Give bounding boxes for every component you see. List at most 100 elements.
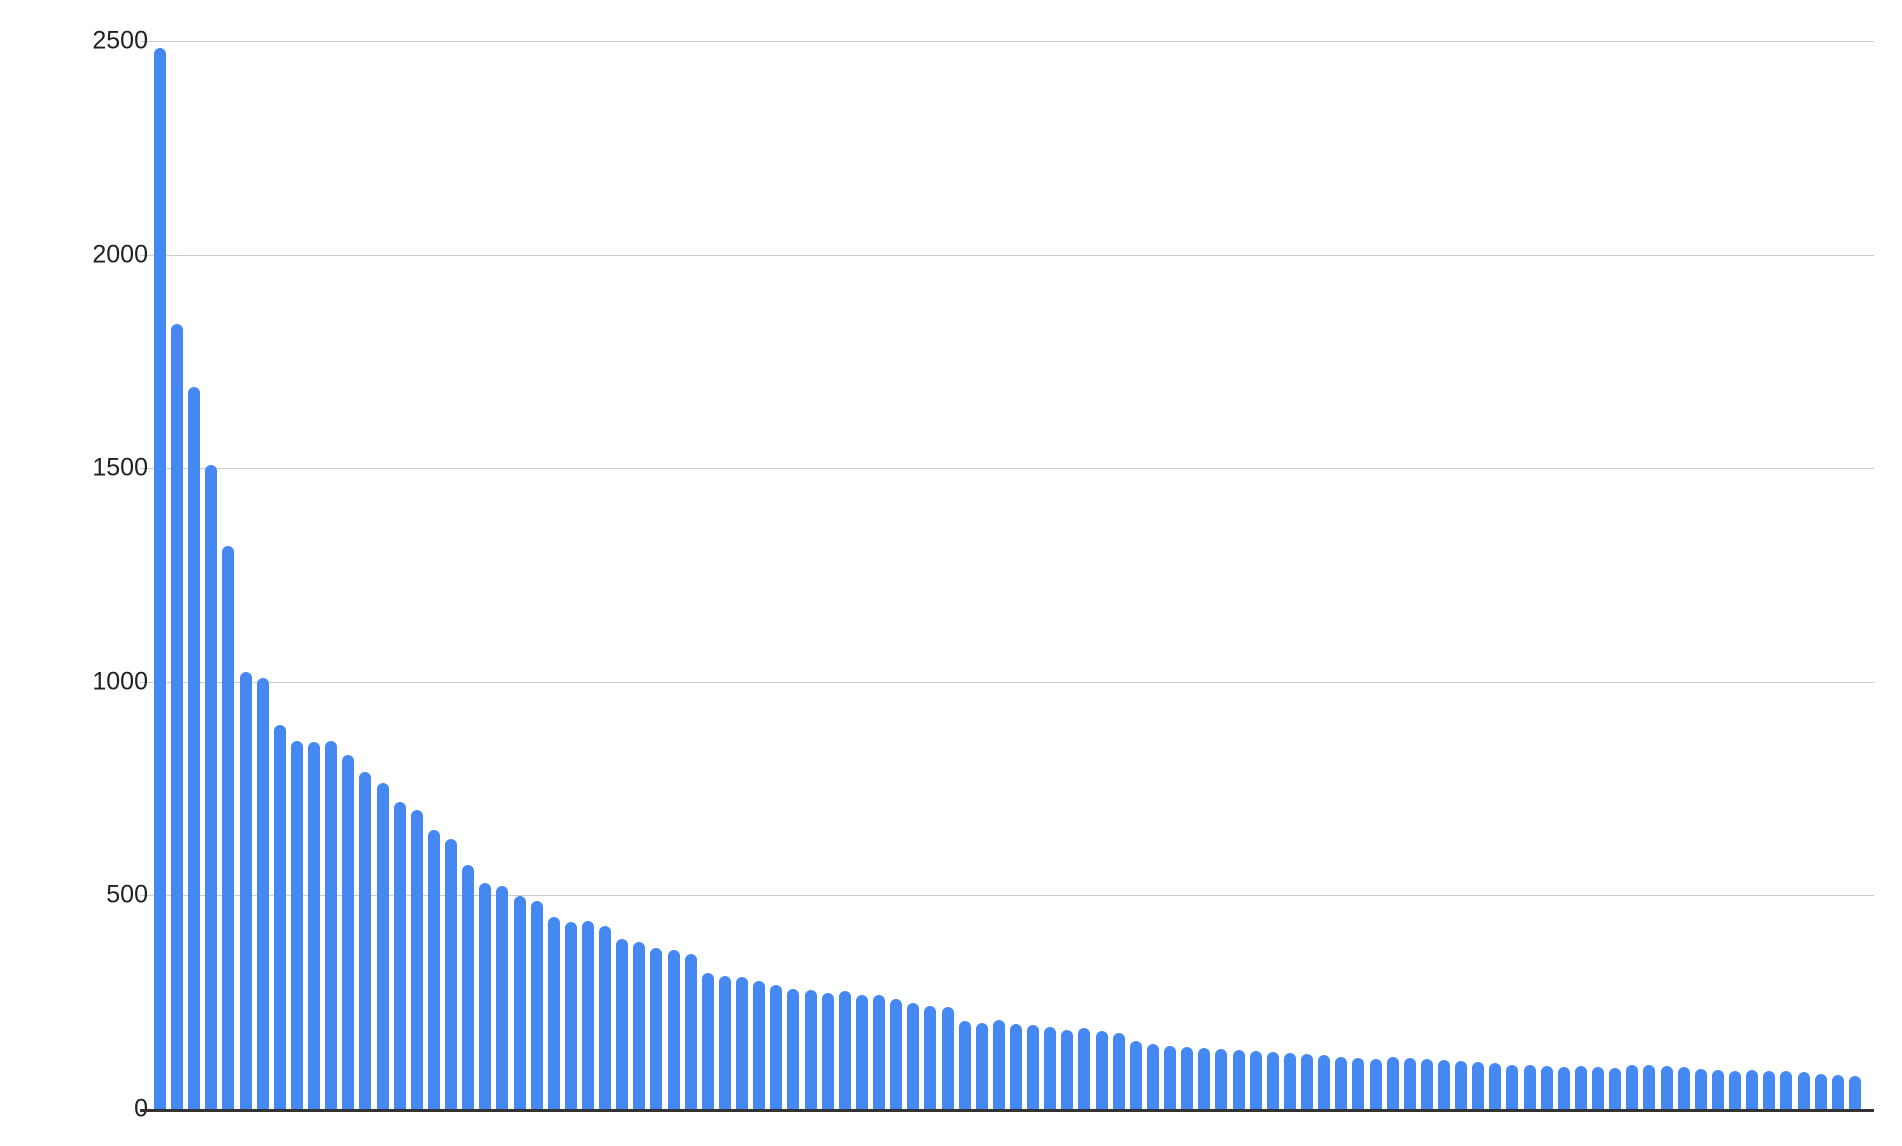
bar[interactable] bbox=[479, 883, 492, 1109]
bar[interactable] bbox=[1403, 1057, 1416, 1109]
bar[interactable] bbox=[290, 740, 303, 1109]
bar[interactable] bbox=[787, 988, 800, 1109]
bar[interactable] bbox=[1472, 1062, 1485, 1109]
bar[interactable] bbox=[496, 886, 509, 1109]
bar[interactable] bbox=[547, 916, 560, 1109]
bar[interactable] bbox=[1095, 1031, 1108, 1109]
bar[interactable] bbox=[1643, 1065, 1656, 1109]
bar[interactable] bbox=[376, 783, 389, 1109]
bar[interactable] bbox=[1574, 1066, 1587, 1109]
bar[interactable] bbox=[1711, 1069, 1724, 1109]
bar[interactable] bbox=[1814, 1073, 1827, 1109]
bar[interactable] bbox=[718, 975, 731, 1109]
bar[interactable] bbox=[992, 1020, 1005, 1109]
bar[interactable] bbox=[1198, 1048, 1211, 1109]
bar[interactable] bbox=[1797, 1072, 1810, 1109]
bar[interactable] bbox=[564, 921, 577, 1109]
bar[interactable] bbox=[308, 742, 321, 1109]
bar[interactable] bbox=[616, 938, 629, 1109]
bar[interactable] bbox=[1146, 1044, 1159, 1109]
bar[interactable] bbox=[599, 926, 612, 1109]
bar[interactable] bbox=[222, 545, 235, 1109]
bar[interactable] bbox=[188, 387, 201, 1109]
bar[interactable] bbox=[975, 1022, 988, 1109]
bar[interactable] bbox=[1301, 1054, 1314, 1109]
bar[interactable] bbox=[667, 950, 680, 1109]
bar[interactable] bbox=[770, 985, 783, 1109]
bar[interactable] bbox=[838, 991, 851, 1109]
bar[interactable] bbox=[1523, 1065, 1536, 1109]
bar[interactable] bbox=[855, 994, 868, 1109]
bar[interactable] bbox=[1283, 1052, 1296, 1109]
bar[interactable] bbox=[273, 725, 286, 1109]
bar[interactable] bbox=[684, 954, 697, 1109]
bar[interactable] bbox=[1780, 1071, 1793, 1109]
bar[interactable] bbox=[1318, 1055, 1331, 1109]
bar[interactable] bbox=[1609, 1068, 1622, 1109]
bar[interactable] bbox=[821, 992, 834, 1109]
bar[interactable] bbox=[1540, 1066, 1553, 1109]
bar[interactable] bbox=[1763, 1070, 1776, 1109]
bar[interactable] bbox=[1215, 1049, 1228, 1109]
bar[interactable] bbox=[342, 755, 355, 1109]
bar[interactable] bbox=[1129, 1040, 1142, 1109]
bar[interactable] bbox=[1266, 1051, 1279, 1109]
bar[interactable] bbox=[1831, 1074, 1844, 1109]
bar[interactable] bbox=[427, 830, 440, 1109]
bar[interactable] bbox=[1694, 1068, 1707, 1109]
bar[interactable] bbox=[701, 973, 714, 1109]
bar[interactable] bbox=[1626, 1064, 1639, 1109]
bar[interactable] bbox=[1181, 1046, 1194, 1109]
bar[interactable] bbox=[530, 900, 543, 1109]
bar[interactable] bbox=[1386, 1056, 1399, 1109]
bar[interactable] bbox=[873, 995, 886, 1109]
bar[interactable] bbox=[890, 998, 903, 1109]
bar[interactable] bbox=[1352, 1057, 1365, 1109]
bar[interactable] bbox=[650, 947, 663, 1109]
bar[interactable] bbox=[958, 1021, 971, 1109]
bar[interactable] bbox=[154, 47, 166, 1109]
bar[interactable] bbox=[1489, 1062, 1502, 1109]
bar[interactable] bbox=[239, 672, 252, 1109]
bar[interactable] bbox=[1660, 1066, 1673, 1109]
bar[interactable] bbox=[736, 977, 749, 1109]
bar[interactable] bbox=[1112, 1032, 1125, 1109]
bar[interactable] bbox=[1010, 1023, 1022, 1109]
bar[interactable] bbox=[1592, 1067, 1605, 1109]
bar[interactable] bbox=[445, 839, 458, 1109]
bar[interactable] bbox=[1506, 1064, 1519, 1109]
bar[interactable] bbox=[753, 980, 766, 1109]
bar[interactable] bbox=[1078, 1027, 1091, 1109]
bar[interactable] bbox=[1557, 1067, 1570, 1109]
bar[interactable] bbox=[256, 678, 269, 1109]
bar[interactable] bbox=[1044, 1026, 1057, 1109]
bar[interactable] bbox=[1249, 1050, 1262, 1109]
bar[interactable] bbox=[924, 1006, 937, 1109]
bar[interactable] bbox=[633, 941, 646, 1109]
bar[interactable] bbox=[1729, 1070, 1742, 1109]
bar[interactable] bbox=[171, 323, 184, 1109]
bar[interactable] bbox=[1369, 1058, 1382, 1109]
bar[interactable] bbox=[410, 809, 423, 1109]
bar[interactable] bbox=[1027, 1025, 1040, 1109]
bar[interactable] bbox=[359, 772, 372, 1109]
bar[interactable] bbox=[325, 740, 338, 1109]
bar[interactable] bbox=[1420, 1058, 1433, 1109]
bar[interactable] bbox=[205, 464, 218, 1109]
bar[interactable] bbox=[1061, 1029, 1074, 1109]
bar[interactable] bbox=[1677, 1067, 1690, 1109]
bar[interactable] bbox=[907, 1003, 920, 1109]
bar[interactable] bbox=[1848, 1075, 1861, 1109]
bar[interactable] bbox=[462, 864, 475, 1109]
bar[interactable] bbox=[1455, 1061, 1468, 1109]
bar[interactable] bbox=[1232, 1050, 1245, 1109]
bar[interactable] bbox=[941, 1007, 954, 1109]
bar[interactable] bbox=[804, 990, 817, 1109]
bar[interactable] bbox=[582, 921, 594, 1109]
bar[interactable] bbox=[1335, 1056, 1348, 1109]
bar[interactable] bbox=[1746, 1069, 1759, 1109]
bar[interactable] bbox=[513, 896, 526, 1109]
bar[interactable] bbox=[1438, 1060, 1450, 1109]
bar[interactable] bbox=[1164, 1045, 1177, 1109]
bar[interactable] bbox=[393, 802, 406, 1109]
